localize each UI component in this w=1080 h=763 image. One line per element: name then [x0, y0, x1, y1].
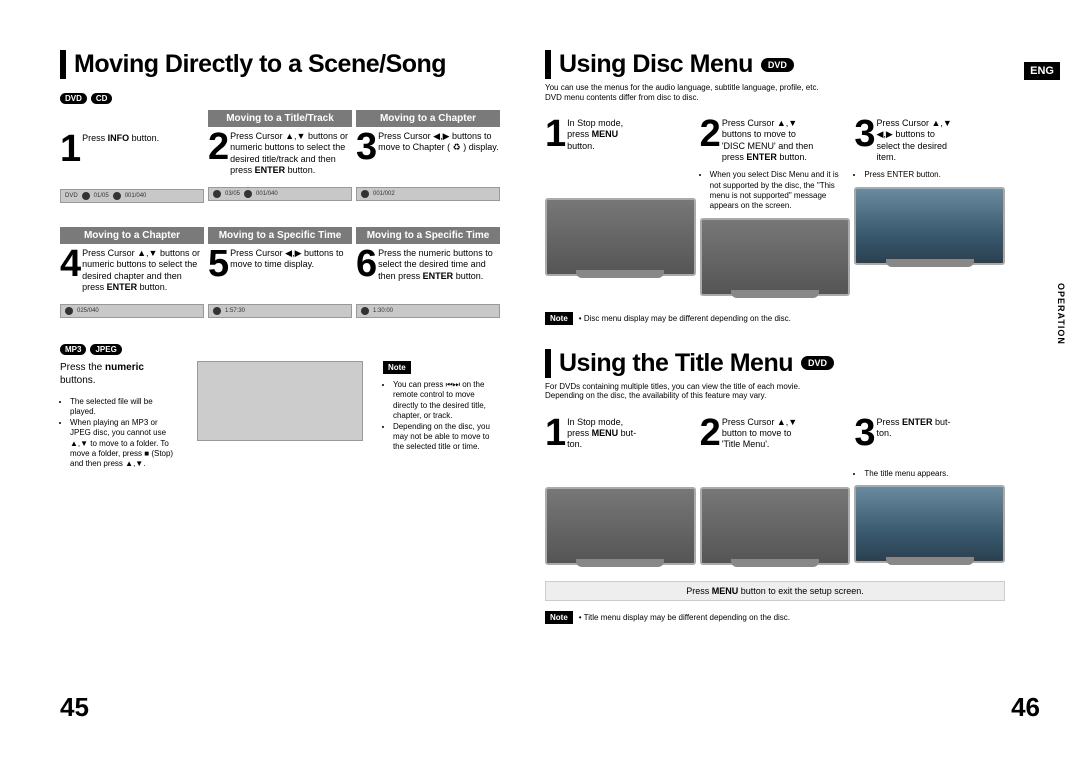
titlem-note-label: Note: [545, 611, 573, 624]
info-strip-2: 03/05001/040: [208, 187, 352, 201]
titlem-tv-1: [545, 487, 696, 565]
row2-head-3: Moving to a Specific Time: [356, 227, 500, 244]
d3-num: 3: [854, 118, 872, 150]
row2: Moving to a Chapter 4 Press Cursor ▲,▼ b…: [60, 227, 500, 318]
badge-cd: CD: [91, 93, 113, 104]
mp3-fn-0: The selected file will be played.: [70, 397, 177, 418]
mp3-fn-1: When playing an MP3 or JPEG disc, you ca…: [70, 418, 177, 470]
t2-num: 2: [700, 417, 718, 449]
disc-tv-2: [700, 218, 851, 296]
step5-text: Press Cursor ◀,▶ buttons to move to time…: [230, 248, 352, 271]
titlem-steps: 1 In Stop mode, press MENU but- ton. 2 P…: [545, 413, 1005, 565]
left-title: Moving Directly to a Scene/Song: [74, 50, 446, 79]
d1-num: 1: [545, 118, 563, 150]
mp3-screen-preview: [197, 361, 363, 441]
disc-steps: 1 In Stop mode, press MENU button. 2 Pre…: [545, 114, 1005, 296]
row1: 1 Press INFO button. DVD01/05001/040 Mov…: [60, 110, 500, 203]
t2-text: Press Cursor ▲,▼ button to move to 'Titl…: [722, 417, 851, 451]
info-strip-4: 025/040: [60, 304, 204, 318]
badge-mp3: MP3: [60, 344, 86, 355]
step1-num: 1: [60, 133, 78, 165]
step6-text: Press the numeric buttons to select the …: [378, 248, 500, 282]
badge-jpeg: JPEG: [90, 344, 121, 355]
disc-tv-1: [545, 198, 696, 276]
disc-desc: You can use the menus for the audio lang…: [545, 83, 1005, 102]
d2-bullet: When you select Disc Menu and it is not …: [710, 170, 851, 212]
step3-num: 3: [356, 131, 374, 163]
note-left-1: Depending on the disc, you may not be ab…: [393, 422, 500, 453]
disc-note-text: • Disc menu display may be different dep…: [579, 314, 791, 323]
page-num-left: 45: [60, 692, 89, 723]
d3-text: Press Cursor ▲,▼ ◀,▶ buttons to select t…: [876, 118, 1005, 163]
left-page: Moving Directly to a Scene/Song DVD CD 1…: [60, 50, 500, 470]
note-label-left: Note: [383, 361, 411, 374]
info-strip-5: 1:57:30: [208, 304, 352, 318]
t3-bullet: The title menu appears.: [864, 469, 1005, 479]
info-strip-3: 001/002: [356, 187, 500, 201]
step3-text: Press Cursor ◀,▶ buttons to move to Chap…: [378, 131, 500, 154]
step5-num: 5: [208, 248, 226, 280]
row2-head-1: Moving to a Chapter: [60, 227, 204, 244]
d1-text: In Stop mode, press MENU button.: [567, 118, 696, 152]
titlem-title: Using the Title Menu: [559, 349, 793, 378]
info-strip-1: DVD01/05001/040: [60, 189, 204, 203]
d2-num: 2: [700, 118, 718, 150]
row2-head-2: Moving to a Specific Time: [208, 227, 352, 244]
disc-badge: DVD: [761, 58, 794, 72]
step4-text: Press Cursor ▲,▼ buttons or numeric butt…: [82, 248, 204, 293]
step2-text: Press Cursor ▲,▼ buttons or numeric butt…: [230, 131, 352, 176]
disc-tv-3: [854, 187, 1005, 265]
note-left-0: You can press ⏮⏭ on the remote control t…: [393, 380, 500, 422]
row1-head-2: Moving to a Chapter: [356, 110, 500, 127]
mp3-instruction: Press the numeric buttons. The selected …: [60, 361, 177, 470]
step1-text: Press INFO button.: [82, 133, 204, 144]
row1-head-1: Moving to a Title/Track: [208, 110, 352, 127]
badge-dvd: DVD: [60, 93, 87, 104]
info-strip-6: 1:30:00: [356, 304, 500, 318]
t1-text: In Stop mode, press MENU but- ton.: [567, 417, 696, 451]
step2-num: 2: [208, 131, 226, 163]
step4-num: 4: [60, 248, 78, 280]
step6-num: 6: [356, 248, 374, 280]
titlem-note-row: Note • Title menu display may be differe…: [545, 611, 1005, 624]
t3-text: Press ENTER but- ton.: [876, 417, 1005, 440]
t1-num: 1: [545, 417, 563, 449]
eng-badge: ENG: [1024, 62, 1060, 80]
disc-note-label: Note: [545, 312, 573, 325]
titlem-tv-2: [700, 487, 851, 565]
titlem-note-text: • Title menu display may be different de…: [579, 613, 790, 622]
exit-bar: Press MENU button to exit the setup scre…: [545, 581, 1005, 601]
d2-text: Press Cursor ▲,▼ buttons to move to 'DIS…: [722, 118, 851, 163]
disc-title: Using Disc Menu: [559, 50, 753, 79]
titlem-tv-3: [854, 485, 1005, 563]
d3-bullet: Press ENTER button.: [864, 170, 1005, 180]
t3-num: 3: [854, 417, 872, 449]
page-num-right: 46: [1011, 692, 1040, 723]
mp3-block: MP3 JPEG Press the numeric buttons. The …: [60, 344, 500, 470]
right-page: Using Disc Menu DVD You can use the menu…: [545, 50, 1005, 624]
titlem-badge: DVD: [801, 356, 834, 370]
side-tab-operation: OPERATION: [1054, 275, 1068, 353]
titlem-desc: For DVDs containing multiple titles, you…: [545, 382, 1005, 401]
disc-note-row: Note • Disc menu display may be differen…: [545, 312, 1005, 325]
